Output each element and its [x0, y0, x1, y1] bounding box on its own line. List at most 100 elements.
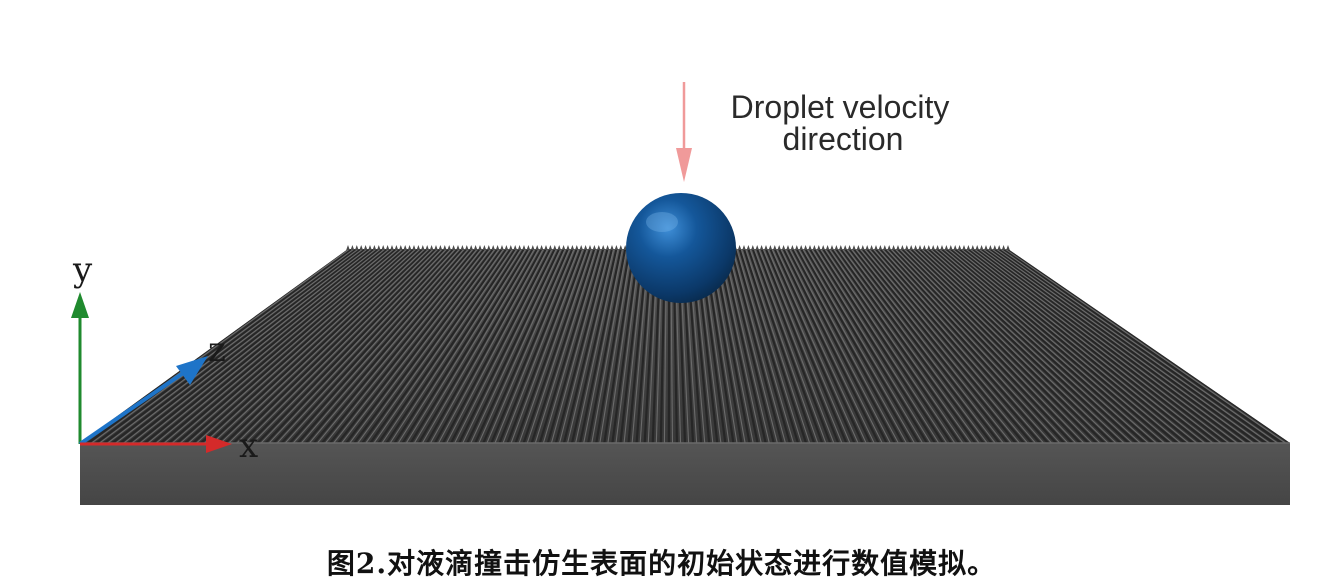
surface-ridge-crest	[736, 249, 794, 443]
surface-ridge-crest	[180, 249, 403, 443]
surface-ridge-crest	[171, 249, 399, 443]
surface-ridge-tip	[363, 245, 368, 250]
surface-ridge-crest	[534, 249, 597, 443]
surface-ridge-tip	[887, 245, 891, 250]
surface-ridge-groove	[369, 249, 508, 443]
surface-ridge-tip	[346, 245, 350, 250]
surface-ridge-crest	[811, 249, 932, 443]
surface-ridge-groove	[482, 249, 570, 443]
surface-ridge-crest	[780, 249, 875, 443]
surface-ridge-crest	[802, 249, 915, 443]
surface-ridge-crest	[397, 249, 522, 443]
surface-ridge-tip	[381, 245, 385, 250]
surface-ridge-tip	[610, 245, 614, 250]
surface-ridge-tip	[451, 245, 456, 250]
surface-ridge-crest	[268, 249, 452, 443]
surface-ridge-groove	[313, 249, 477, 443]
surface-ridge-groove	[103, 249, 362, 443]
surface-ridge-crest	[196, 249, 412, 443]
surface-ridge-crest	[478, 249, 566, 443]
surface-ridge-crest	[591, 249, 628, 443]
surface-ridge-groove	[611, 249, 640, 443]
surface-ridge-tip	[790, 245, 795, 250]
surface-ridge-crest	[745, 249, 811, 443]
surface-ridge-tip	[592, 245, 597, 250]
surface-ridge-groove	[994, 249, 1267, 443]
surface-ridge-groove	[442, 249, 547, 443]
surface-ridge-tip	[843, 245, 847, 250]
annotation-line-1: Droplet velocity	[731, 89, 950, 125]
surface-ridge-tip	[544, 245, 548, 250]
y-axis-label: y	[72, 250, 93, 290]
surface-ridge-crest	[855, 249, 1012, 443]
surface-ridge-crest	[731, 249, 786, 443]
surface-ridge-groove	[111, 249, 367, 443]
surface-ridge-tip	[429, 245, 434, 250]
surface-ridge-tip	[751, 245, 755, 250]
surface-ridge-tip	[504, 245, 509, 250]
surface-ridge-tip	[865, 245, 869, 250]
surface-ridge-tip	[487, 245, 491, 250]
surface-ridge-tip	[539, 245, 544, 250]
surface-ridge-crest	[309, 249, 474, 443]
surface-ridge-groove	[466, 249, 561, 443]
surface-ridge-tip	[949, 245, 953, 250]
surface-ridge-groove	[879, 249, 1057, 443]
surface-ridge-groove	[835, 249, 977, 443]
surface-ridge-groove	[143, 249, 384, 443]
surface-ridge-crest	[771, 249, 859, 443]
surface-ridge-crest	[762, 249, 843, 443]
surface-ridge-tip	[399, 245, 403, 250]
surface-ridge-groove	[844, 249, 993, 443]
surface-ridge-crest	[292, 249, 465, 443]
surface-ridge-groove	[945, 249, 1178, 443]
surface-ridge-tip	[913, 245, 918, 250]
surface-ridge-crest	[115, 249, 368, 443]
surface-ridge-crest	[982, 249, 1246, 443]
surface-ridge-crest	[373, 249, 509, 443]
surface-ridge-crest	[978, 249, 1238, 443]
surface-ridge-tip	[601, 245, 605, 250]
surface-ridge-groove	[800, 249, 912, 443]
surface-ridge-groove	[972, 249, 1227, 443]
surface-ridge-crest	[155, 249, 390, 443]
surface-ridge-crest	[446, 249, 549, 443]
surface-ridge-tip	[909, 245, 913, 250]
surface-ridge-crest	[943, 249, 1173, 443]
surface-ridge-crest	[784, 249, 883, 443]
surface-ridge-groove	[562, 249, 614, 443]
surface-ridge-crest	[960, 249, 1206, 443]
surface-ridge-tip	[988, 245, 993, 250]
surface-ridge-tip	[434, 245, 438, 250]
surface-ridge-groove	[989, 249, 1259, 443]
surface-side-face	[80, 443, 1290, 505]
surface-ridge-groove	[321, 249, 481, 443]
surface-ridge-tip	[619, 245, 623, 250]
surface-ridge-crest	[723, 249, 770, 443]
surface-ridge-groove	[861, 249, 1025, 443]
surface-ridge-tip	[561, 245, 566, 250]
surface-ridge-crest	[502, 249, 579, 443]
surface-ridge-crest	[863, 249, 1028, 443]
surface-ridge-groove	[151, 249, 389, 443]
surface-ridge-crest	[252, 249, 443, 443]
droplet-sphere	[626, 193, 736, 303]
surface-ridge-tip	[768, 245, 773, 250]
surface-ridge-crest	[228, 249, 430, 443]
surface-ridge-crest	[903, 249, 1101, 443]
surface-ridge-tip	[830, 245, 834, 250]
textured-surface	[80, 245, 1290, 505]
surface-ridge-groove	[888, 249, 1074, 443]
surface-ridge-tip	[825, 245, 830, 250]
surface-ridge-crest	[244, 249, 438, 443]
surface-ridge-groove	[208, 249, 420, 443]
surface-ridge-groove	[240, 249, 437, 443]
surface-ridge-crest	[819, 249, 948, 443]
velocity-arrow	[676, 82, 692, 182]
surface-ridge-crest	[220, 249, 425, 443]
surface-ridge-crest	[793, 249, 899, 443]
surface-ridge-tip	[478, 245, 482, 250]
surface-ridge-crest	[454, 249, 553, 443]
surface-ridge-groove	[976, 249, 1235, 443]
surface-ridge-groove	[950, 249, 1186, 443]
